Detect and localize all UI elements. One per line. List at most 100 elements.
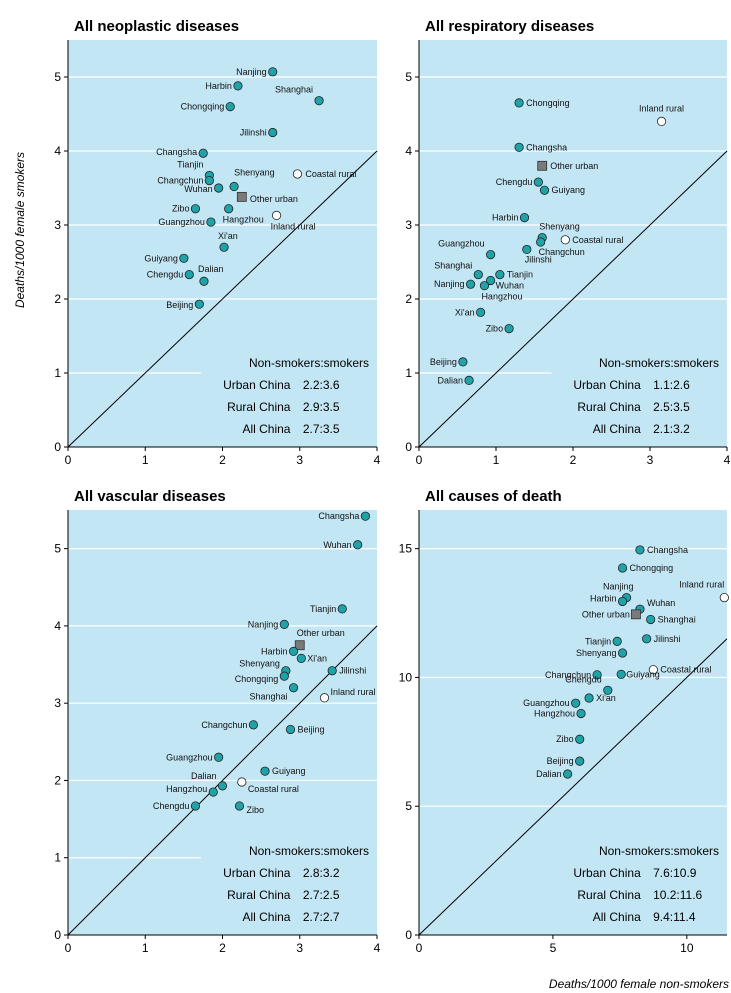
point-changsha — [635, 545, 645, 555]
y-tick-label: 5 — [54, 70, 61, 84]
point-beijing — [285, 724, 296, 735]
point-label: Shanghai — [434, 261, 472, 271]
point-xi-an — [296, 653, 306, 663]
stats-row-value: 2.7:3.5 — [303, 422, 340, 436]
y-tick-label: 15 — [399, 542, 413, 556]
stats-row-value: 2.8:3.2 — [303, 866, 340, 880]
point-coastal-rural — [292, 169, 303, 179]
point-chongqing — [225, 102, 235, 112]
point-chongqing — [279, 671, 289, 681]
point-zibo — [234, 801, 245, 811]
point-inland-rural — [719, 592, 729, 603]
y-tick-label: 2 — [405, 292, 412, 306]
point-label: Zibo — [556, 734, 574, 744]
point-shenyang — [617, 648, 628, 658]
point-wuhan — [486, 275, 496, 286]
point-jilinshi — [522, 244, 532, 255]
point-nanjing — [279, 619, 289, 629]
point-label: Shanghai — [658, 614, 696, 624]
x-tick-label: 10 — [680, 941, 694, 955]
stats-row-label: Urban China — [573, 378, 641, 392]
point-label: Chengdu — [153, 801, 190, 811]
point-guiyang — [260, 766, 270, 776]
point-other-urban — [537, 160, 548, 171]
y-tick-label: 4 — [54, 144, 61, 158]
y-tick-label: 4 — [54, 619, 61, 633]
y-tick-label: 1 — [54, 366, 61, 380]
point-label: Wuhan — [647, 598, 675, 608]
point-label: Coastal rural — [305, 169, 356, 179]
identity-line — [418, 638, 728, 936]
point-coastal-rural — [560, 235, 570, 245]
point-chongqing — [617, 563, 628, 573]
plot-background — [68, 510, 377, 935]
point-label: Jilinshi — [654, 634, 681, 644]
point-label: Tianjin — [507, 270, 533, 280]
point-label: Hangzhou — [481, 292, 522, 302]
panel-title: All neoplastic diseases — [74, 18, 239, 35]
point-label: Harbin — [261, 646, 288, 656]
point-label: Shenyang — [239, 659, 280, 669]
point-wuhan — [214, 183, 224, 193]
stats-row-value: 2.9:3.5 — [303, 400, 340, 414]
panel-all-neoplastic-diseases: All neoplastic diseases 0 1 2 3 4 0 1 2 3 4 5 Nanjin… — [54, 18, 380, 467]
point-label: Inland rural — [639, 103, 684, 113]
point-guangzhou — [214, 752, 224, 762]
panel-title: All vascular diseases — [74, 488, 226, 505]
point-label: Wuhan — [323, 540, 351, 550]
point-label: Beijing — [166, 300, 193, 310]
point-label: Chongqing — [235, 674, 279, 684]
point-nanjing — [465, 279, 476, 289]
stats-header: Non-smokers:smokers — [249, 356, 369, 370]
point-label: Zibo — [246, 805, 264, 815]
stats-row-value: 9.4:11.4 — [653, 910, 696, 924]
point-label: Coastal rural — [660, 665, 711, 675]
point-label: Tianjin — [585, 636, 611, 646]
point-label: Shanghai — [275, 85, 313, 95]
x-tick-label: 4 — [374, 453, 381, 467]
point-jilinshi — [642, 634, 652, 644]
stats-row-label: Urban China — [223, 866, 291, 880]
y-tick-label: 0 — [54, 440, 61, 454]
point-label: Xi'an — [596, 693, 616, 703]
point-label: Hangzhou — [166, 784, 207, 794]
x-tick-label: 3 — [647, 453, 654, 467]
point-nanjing — [268, 67, 278, 77]
stats-row-label: Rural China — [577, 400, 641, 414]
point-label: Harbin — [492, 213, 519, 223]
point-chengdu — [603, 685, 613, 695]
stats-row-label: Urban China — [223, 378, 291, 392]
point-xi-an — [475, 307, 486, 317]
point-changsha — [360, 511, 371, 521]
stats-row-label: All China — [593, 910, 641, 924]
identity-line — [418, 150, 728, 448]
plot-background — [419, 510, 727, 935]
x-tick-label: 1 — [142, 453, 149, 467]
x-tick-label: 3 — [296, 941, 303, 955]
stats-row-label: All China — [242, 422, 290, 436]
point-zibo — [575, 734, 585, 744]
stats-row-value: 1.1:2.6 — [653, 378, 690, 392]
point-coastal-rural — [237, 777, 247, 787]
point-label: Harbin — [590, 593, 617, 603]
point-label: Shanghai — [250, 692, 288, 702]
point-hangzhou — [576, 708, 586, 719]
x-tick-label: 2 — [570, 453, 577, 467]
point-jilinshi — [268, 127, 278, 138]
stats-row-value: 2.7:2.7 — [303, 910, 340, 924]
point-label: Inland rural — [679, 580, 724, 590]
point-label: Tianjin — [177, 159, 203, 169]
point-label: Inland rural — [330, 687, 375, 697]
point-dalian — [563, 769, 573, 779]
panel-all-respiratory-diseases: All respiratory diseases 0 1 2 3 4 0 1 2 3 4 5 Chong… — [405, 18, 730, 467]
y-tick-label: 1 — [54, 851, 61, 865]
stats-row-label: All China — [242, 910, 290, 924]
stats-row-label: Urban China — [573, 866, 641, 880]
y-axis-label: Deaths/1000 female smokers — [13, 152, 27, 308]
point-label: Jilinshi — [339, 666, 366, 676]
point-changsha — [514, 142, 524, 152]
y-tick-label: 2 — [54, 292, 61, 306]
y-tick-label: 5 — [54, 542, 61, 556]
point-guiyang — [616, 669, 626, 679]
